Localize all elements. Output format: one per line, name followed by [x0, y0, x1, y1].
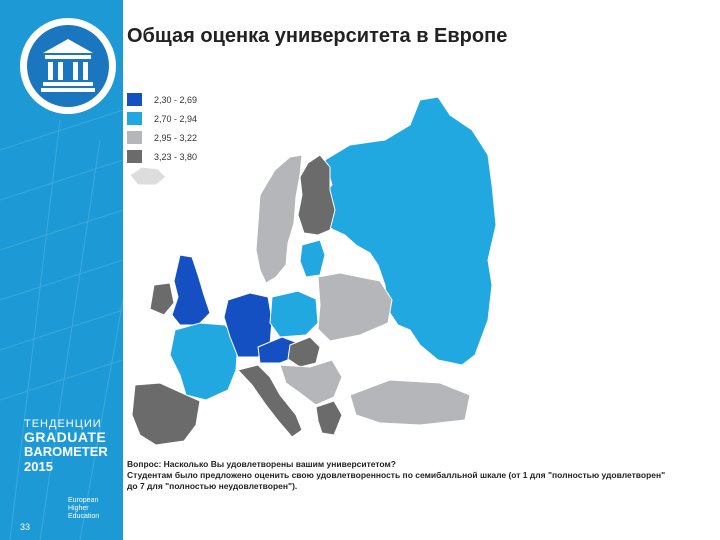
brand-year: 2015: [24, 459, 53, 474]
legend-item: 2,30 - 2,69: [127, 90, 197, 109]
page-number: 33: [20, 522, 31, 532]
partner-line: European: [68, 497, 99, 504]
page-title: Общая оценка университета в Европе: [127, 25, 508, 47]
sidebar-pattern: [0, 109, 123, 540]
region-france: [169, 322, 239, 401]
legend-item: 3,23 - 3,80: [127, 147, 197, 166]
brand-line1: ТЕНДЕНЦИИ: [24, 418, 102, 430]
partner-line: Education: [68, 513, 100, 520]
region-balkans: [279, 359, 343, 406]
graduate-barometer-logo: ТЕНДЕНЦИИ GRADUATE BAROMETER 2015: [24, 418, 122, 474]
survey-question: Вопрос: Насколько Вы удовлетворены вашим…: [127, 459, 717, 492]
legend-label: 2,30 - 2,69: [154, 94, 198, 105]
legend-swatch: [127, 93, 142, 106]
region-turkey: [349, 379, 471, 426]
legend-item: 2,70 - 2,94: [127, 109, 197, 128]
region-ireland: [149, 282, 175, 316]
region-poland: [269, 290, 319, 338]
partner-logo: European Higher Education: [68, 497, 118, 521]
partner-line: Higher: [68, 505, 89, 512]
legend-label: 2,70 - 2,94: [154, 113, 198, 124]
map-legend: 2,30 - 2,69 2,70 - 2,94 2,95 - 3,22 3,23…: [127, 90, 197, 166]
legend-swatch: [127, 112, 142, 125]
region-hungary: [287, 336, 321, 368]
question-line: Вопрос: Насколько Вы удовлетворены вашим…: [127, 459, 396, 469]
brand-line3: BAROMETER: [24, 444, 108, 459]
region-finland: [297, 154, 336, 236]
region-baltics: [299, 239, 326, 278]
region-greece: [315, 400, 343, 436]
region-iberia: [131, 382, 201, 446]
university-building-icon: [27, 25, 109, 107]
europe-map: [129, 96, 497, 446]
region-russia: [321, 96, 497, 366]
legend-label: 2,95 - 3,22: [154, 132, 198, 143]
region-italy: [237, 364, 303, 438]
region-uk: [171, 254, 211, 326]
legend-swatch: [127, 150, 142, 163]
brand-line2: GRADUATE: [24, 429, 107, 445]
region-scandinavia: [255, 154, 303, 284]
legend-item: 2,95 - 3,22: [127, 128, 197, 147]
legend-label: 3,23 - 3,80: [154, 151, 198, 162]
question-line: Студентам было предложено оценить свою у…: [127, 470, 666, 480]
question-line: до 7 для "полностью неудовлетворен").: [127, 481, 298, 491]
region-iceland: [129, 166, 167, 186]
region-ukraine: [317, 272, 393, 342]
legend-swatch: [127, 131, 142, 144]
